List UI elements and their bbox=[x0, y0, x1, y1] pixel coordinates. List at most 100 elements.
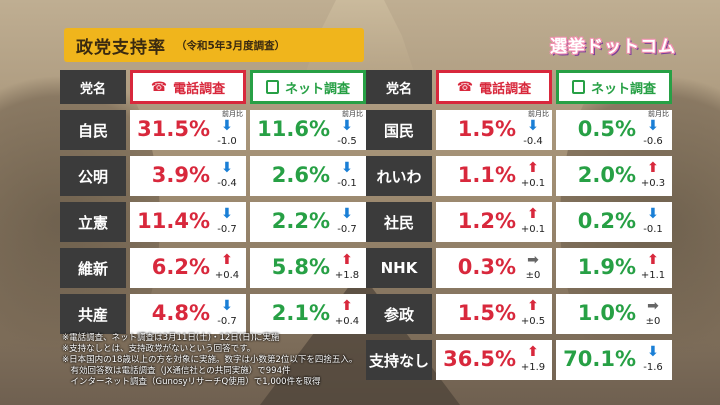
net-change: ⬇ -0.5 bbox=[332, 119, 362, 148]
net-delta: -0.1 bbox=[643, 224, 663, 235]
net-cell: 前月比 0.5% ⬇ -0.6 bbox=[556, 110, 672, 150]
net-change: ⬇ -0.7 bbox=[332, 207, 362, 236]
phone-icon: ☎ bbox=[456, 79, 474, 95]
arrow-up-icon: ⬆ bbox=[527, 298, 539, 314]
net-percent: 1.9% bbox=[577, 255, 636, 279]
net-cell: 1.0% ➡ ±0 bbox=[556, 294, 672, 334]
arrow-up-icon: ⬆ bbox=[647, 160, 659, 176]
brand-logo: 選挙ドットコム bbox=[550, 37, 676, 57]
tel-percent: 6.2% bbox=[151, 255, 210, 279]
phone-icon: ☎ bbox=[150, 79, 168, 95]
tel-delta: -0.4 bbox=[523, 136, 543, 147]
net-change: ⬇ -0.1 bbox=[638, 207, 668, 236]
tel-delta: +0.4 bbox=[214, 270, 240, 281]
smartphone-icon bbox=[571, 80, 585, 94]
party-name: 支持なし bbox=[366, 340, 432, 380]
table-row: 立憲 11.4% ⬇ -0.7 2.2% ⬇ -0.7 bbox=[60, 202, 366, 242]
net-percent: 2.6% bbox=[271, 163, 330, 187]
arrow-right-icon: ➡ bbox=[647, 298, 659, 314]
table-row: 支持なし 36.5% ⬆ +1.9 70.1% ⬇ -1.6 bbox=[366, 340, 672, 380]
net-cell: 2.2% ⬇ -0.7 bbox=[250, 202, 366, 242]
party-name: NHK bbox=[366, 248, 432, 288]
net-delta: +0.4 bbox=[334, 316, 360, 327]
net-change: ⬆ +1.1 bbox=[638, 253, 668, 282]
table-row: 社民 1.2% ⬆ +0.1 0.2% ⬇ -0.1 bbox=[366, 202, 672, 242]
arrow-down-icon: ⬇ bbox=[647, 206, 659, 222]
net-cell: 前月比 11.6% ⬇ -0.5 bbox=[250, 110, 366, 150]
net-change: ⬇ -1.6 bbox=[638, 345, 668, 374]
net-delta: -1.6 bbox=[643, 362, 663, 373]
tel-cell: 4.8% ⬇ -0.7 bbox=[130, 294, 246, 334]
arrow-right-icon: ➡ bbox=[527, 252, 539, 268]
tel-cell: 1.5% ⬆ +0.5 bbox=[436, 294, 552, 334]
net-percent: 5.8% bbox=[271, 255, 330, 279]
net-delta: +1.1 bbox=[640, 270, 666, 281]
table-row: 維新 6.2% ⬆ +0.4 5.8% ⬆ +1.8 bbox=[60, 248, 366, 288]
tel-change: ⬆ +1.9 bbox=[518, 345, 548, 374]
tel-cell: 前月比 1.5% ⬇ -0.4 bbox=[436, 110, 552, 150]
net-cell: 1.9% ⬆ +1.1 bbox=[556, 248, 672, 288]
net-cell: 2.0% ⬆ +0.3 bbox=[556, 156, 672, 196]
tel-change: ⬇ -0.4 bbox=[518, 119, 548, 148]
table-row: れいわ 1.1% ⬆ +0.1 2.0% ⬆ +0.3 bbox=[366, 156, 672, 196]
net-change: ➡ ±0 bbox=[638, 299, 668, 328]
tel-percent: 36.5% bbox=[443, 347, 516, 371]
tel-percent: 0.3% bbox=[457, 255, 516, 279]
header-net: ネット調査 bbox=[556, 70, 672, 104]
table-row: 国民 前月比 1.5% ⬇ -0.4 前月比 0.5% ⬇ -0.6 bbox=[366, 110, 672, 150]
footnote-line: インターネット調査（GunosyリサーチQ使用）で1,000件を取得 bbox=[62, 377, 321, 387]
header-net-label: ネット調査 bbox=[284, 81, 350, 97]
net-change: ⬆ +0.3 bbox=[638, 161, 668, 190]
page-title: 政党支持率 bbox=[76, 37, 166, 58]
table-row: 参政 1.5% ⬆ +0.5 1.0% ➡ ±0 bbox=[366, 294, 672, 334]
header-tel-label: 電話調査 bbox=[173, 81, 226, 97]
tel-cell: 1.1% ⬆ +0.1 bbox=[436, 156, 552, 196]
arrow-down-icon: ⬇ bbox=[221, 160, 233, 176]
prev-month-label: 前月比 bbox=[342, 110, 363, 118]
tel-change: ⬇ -0.7 bbox=[212, 207, 242, 236]
net-percent: 2.2% bbox=[271, 209, 330, 233]
prev-month-label: 前月比 bbox=[648, 110, 669, 118]
net-cell: 70.1% ⬇ -1.6 bbox=[556, 340, 672, 380]
net-percent: 0.2% bbox=[577, 209, 636, 233]
header-net-label: ネット調査 bbox=[590, 81, 656, 97]
footnote-line: ※電話調査、ネット調査は3月11日(土)・12日(日)に実施 bbox=[62, 333, 280, 343]
table-right: 党名 ☎ 電話調査 ネット調査 国民 前月比 1.5% ⬇ -0.4 前月比 0.5% ⬇ -0.… bbox=[366, 70, 672, 386]
tel-delta: +1.9 bbox=[520, 362, 546, 373]
table-row: 共産 4.8% ⬇ -0.7 2.1% ⬆ +0.4 bbox=[60, 294, 366, 334]
party-name: 維新 bbox=[60, 248, 126, 288]
tel-cell: 1.2% ⬆ +0.1 bbox=[436, 202, 552, 242]
net-delta: -0.6 bbox=[643, 136, 663, 147]
arrow-down-icon: ⬇ bbox=[341, 160, 353, 176]
header-net: ネット調査 bbox=[250, 70, 366, 104]
net-percent: 70.1% bbox=[563, 347, 636, 371]
tel-change: ⬆ +0.1 bbox=[518, 161, 548, 190]
net-delta: -0.7 bbox=[337, 224, 357, 235]
net-change: ⬆ +1.8 bbox=[332, 253, 362, 282]
arrow-down-icon: ⬇ bbox=[647, 344, 659, 360]
net-delta: +0.3 bbox=[640, 178, 666, 189]
header-party: 党名 bbox=[366, 70, 432, 104]
tel-percent: 1.5% bbox=[457, 301, 516, 325]
arrow-down-icon: ⬇ bbox=[221, 118, 233, 134]
tel-cell: 11.4% ⬇ -0.7 bbox=[130, 202, 246, 242]
tel-percent: 4.8% bbox=[151, 301, 210, 325]
arrow-up-icon: ⬆ bbox=[647, 252, 659, 268]
table-left: 党名 ☎ 電話調査 ネット調査 自民 前月比 31.5% ⬇ -1.0 前月比 11.6% ⬇ -… bbox=[60, 70, 366, 340]
party-name: れいわ bbox=[366, 156, 432, 196]
net-change: ⬇ -0.1 bbox=[332, 161, 362, 190]
tel-delta: +0.1 bbox=[520, 178, 546, 189]
arrow-down-icon: ⬇ bbox=[341, 206, 353, 222]
arrow-up-icon: ⬆ bbox=[221, 252, 233, 268]
tel-change: ⬇ -0.4 bbox=[212, 161, 242, 190]
tel-cell: 6.2% ⬆ +0.4 bbox=[130, 248, 246, 288]
arrow-up-icon: ⬆ bbox=[527, 160, 539, 176]
arrow-up-icon: ⬆ bbox=[527, 206, 539, 222]
tel-cell: 前月比 31.5% ⬇ -1.0 bbox=[130, 110, 246, 150]
tel-change: ⬆ +0.1 bbox=[518, 207, 548, 236]
header-row: 党名 ☎ 電話調査 ネット調査 bbox=[366, 70, 672, 104]
header-row: 党名 ☎ 電話調査 ネット調査 bbox=[60, 70, 366, 104]
party-name: 社民 bbox=[366, 202, 432, 242]
tel-change: ⬇ -1.0 bbox=[212, 119, 242, 148]
tel-delta: +0.1 bbox=[520, 224, 546, 235]
